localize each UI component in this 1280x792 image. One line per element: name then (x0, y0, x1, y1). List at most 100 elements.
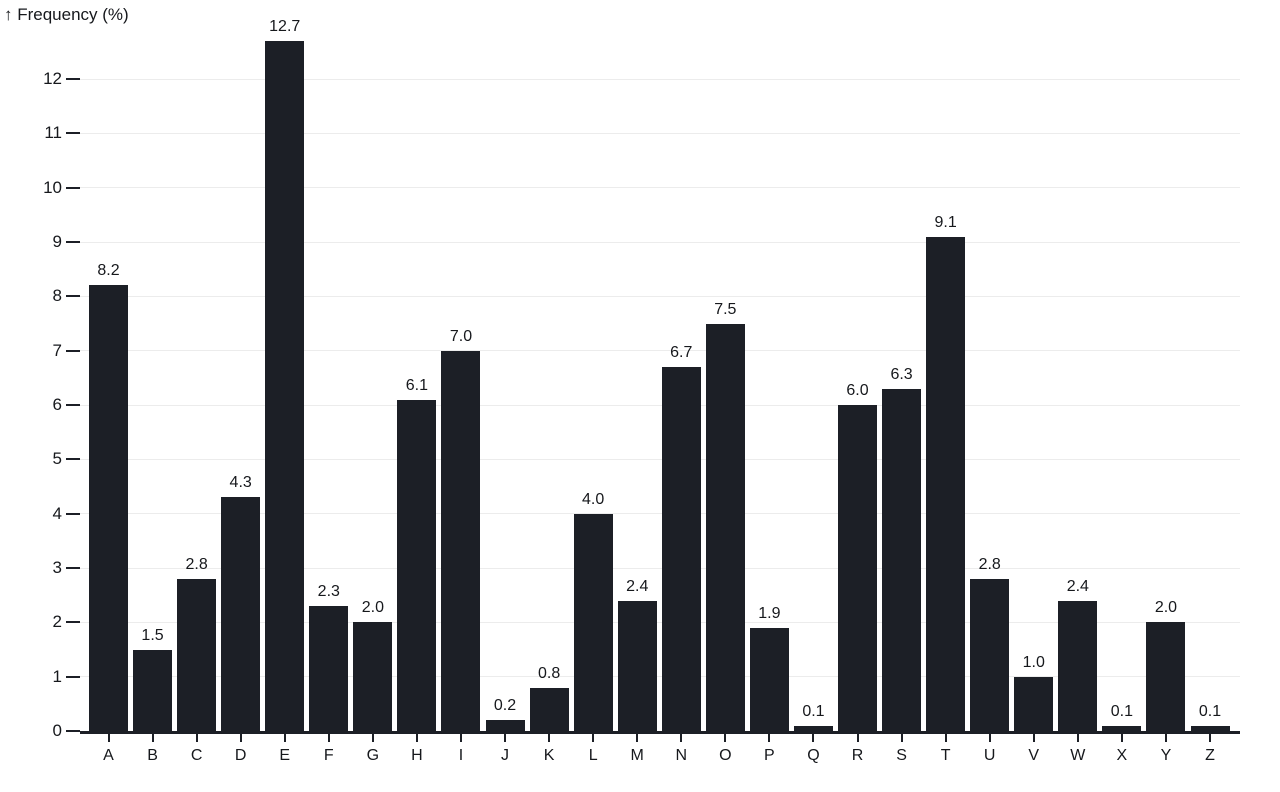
y-tick-label: 0 (52, 721, 62, 740)
bar-Y (1146, 622, 1186, 731)
x-tick-label-D: D (234, 747, 247, 764)
y-tick-label: 10 (43, 177, 62, 197)
x-tick-label-A: A (103, 747, 114, 764)
bar-F (309, 606, 349, 731)
bar-value-label-L: 4.0 (582, 490, 605, 508)
x-axis-tick-J (504, 733, 507, 742)
x-tick-label-P: P (764, 747, 775, 764)
x-tick-label-T: T (940, 747, 951, 764)
x-axis-tick-P (768, 733, 771, 742)
bar-I (441, 350, 481, 731)
bar-value-label-U: 2.8 (978, 555, 1001, 573)
x-axis-tick-A (107, 733, 110, 742)
x-tick-label-Q: Q (807, 747, 820, 764)
x-tick-label-E: E (279, 747, 291, 764)
x-axis-tick-C (195, 733, 198, 742)
x-axis-tick-W (1076, 733, 1079, 742)
x-tick-label-K: K (543, 747, 555, 764)
x-axis-tick-V (1032, 733, 1035, 742)
y-axis-tick (66, 621, 80, 624)
x-axis-tick-M (636, 733, 639, 742)
bar-value-label-W: 2.4 (1066, 577, 1089, 595)
bar-W (1058, 600, 1098, 731)
x-axis-tick-Q (812, 733, 815, 742)
bar-T (926, 236, 966, 731)
x-tick-label-B: B (147, 747, 158, 764)
bar-E (265, 41, 305, 731)
bar-S (882, 388, 922, 731)
y-tick-label: 7 (52, 340, 62, 360)
bar-value-label-I: 7.0 (449, 327, 473, 345)
y-axis-tick (66, 730, 80, 732)
bar-value-label-X: 0.1 (1110, 702, 1133, 720)
bar-value-label-G: 2.0 (361, 599, 384, 617)
bar-value-label-B: 1.5 (141, 626, 164, 644)
bar-value-label-C: 2.8 (185, 555, 208, 573)
bar-value-label-R: 6.0 (846, 382, 869, 400)
bar-U (970, 578, 1010, 731)
gridline (80, 132, 1240, 134)
bar-R (838, 405, 878, 731)
y-tick-label: 5 (52, 449, 62, 469)
bar-V (1014, 676, 1054, 731)
gridline (80, 621, 1240, 623)
y-axis-tick (66, 404, 80, 407)
bar-value-label-S: 6.3 (890, 365, 913, 383)
bar-value-label-Z: 0.1 (1198, 702, 1222, 720)
y-axis-tick (66, 349, 80, 352)
bar-value-label-O: 7.5 (714, 300, 737, 318)
bar-G (353, 622, 393, 731)
bar-value-label-D: 4.3 (229, 474, 252, 492)
x-tick-label-H: H (411, 747, 423, 764)
x-tick-label-C: C (190, 747, 203, 764)
y-axis-tick (66, 186, 80, 189)
bar-B (133, 649, 173, 731)
x-axis-tick-E (283, 733, 286, 742)
x-tick-label-G: G (366, 747, 380, 764)
y-tick-label: 6 (52, 395, 62, 415)
x-axis-tick-U (988, 733, 991, 742)
x-axis-tick-K (548, 733, 551, 742)
gridline (80, 404, 1240, 406)
bar-C (177, 578, 217, 731)
x-tick-label-R: R (851, 747, 864, 764)
x-axis-tick-D (239, 733, 242, 742)
x-axis-tick-F (327, 733, 330, 742)
bar-value-label-Y: 2.0 (1154, 599, 1178, 617)
x-tick-label-M: M (630, 747, 644, 764)
bar-M (617, 600, 657, 731)
x-axis-tick-S (900, 733, 903, 742)
y-tick-label: 9 (52, 232, 62, 252)
x-tick-label-U: U (983, 747, 996, 764)
x-tick-label-X: X (1116, 747, 1128, 764)
bar-value-label-M: 2.4 (626, 577, 649, 595)
bar-value-label-F: 2.3 (317, 583, 340, 601)
x-tick-label-Y: Y (1160, 747, 1172, 764)
x-axis-tick-Y (1164, 733, 1167, 742)
bar-A (89, 285, 128, 731)
bar-Z (1190, 725, 1230, 731)
y-tick-label: 11 (44, 123, 62, 143)
y-axis-tick (66, 567, 80, 569)
x-tick-label-O: O (719, 747, 732, 764)
y-axis-tick (66, 132, 80, 135)
bar-value-label-H: 6.1 (405, 376, 429, 394)
x-axis-tick-X (1120, 733, 1123, 742)
y-tick-label: 4 (52, 503, 62, 523)
bar-value-label-A: 8.2 (97, 262, 120, 280)
bar-N (661, 366, 701, 731)
x-tick-label-N: N (675, 747, 688, 764)
y-tick-label: 1 (52, 666, 62, 686)
y-axis-tick (66, 295, 80, 298)
bar-X (1102, 725, 1142, 731)
x-axis-tick-B (151, 733, 154, 742)
gridline (80, 567, 1240, 569)
bar-value-label-J: 0.2 (493, 697, 517, 715)
y-tick-label: 3 (52, 558, 62, 577)
bar-O (705, 323, 745, 731)
x-axis-tick-T (944, 733, 947, 742)
gridline (80, 241, 1240, 243)
bar-value-label-Q: 0.1 (802, 702, 825, 720)
y-tick-label: 2 (52, 612, 62, 632)
